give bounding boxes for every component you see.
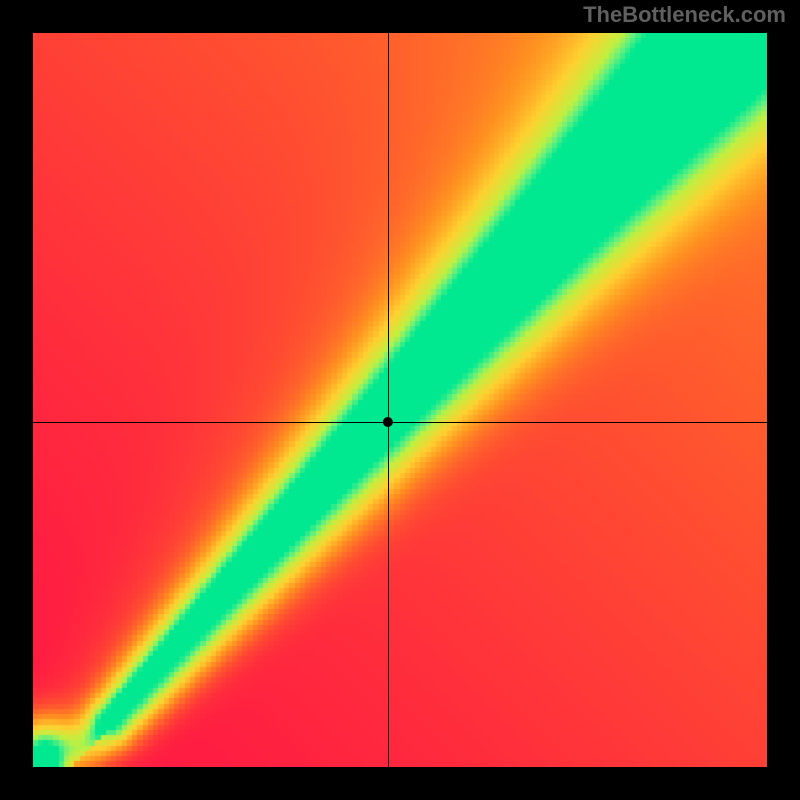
bottleneck-heatmap: TheBottleneck.com [0,0,800,800]
watermark-text: TheBottleneck.com [583,2,786,28]
heatmap-canvas [33,33,767,767]
